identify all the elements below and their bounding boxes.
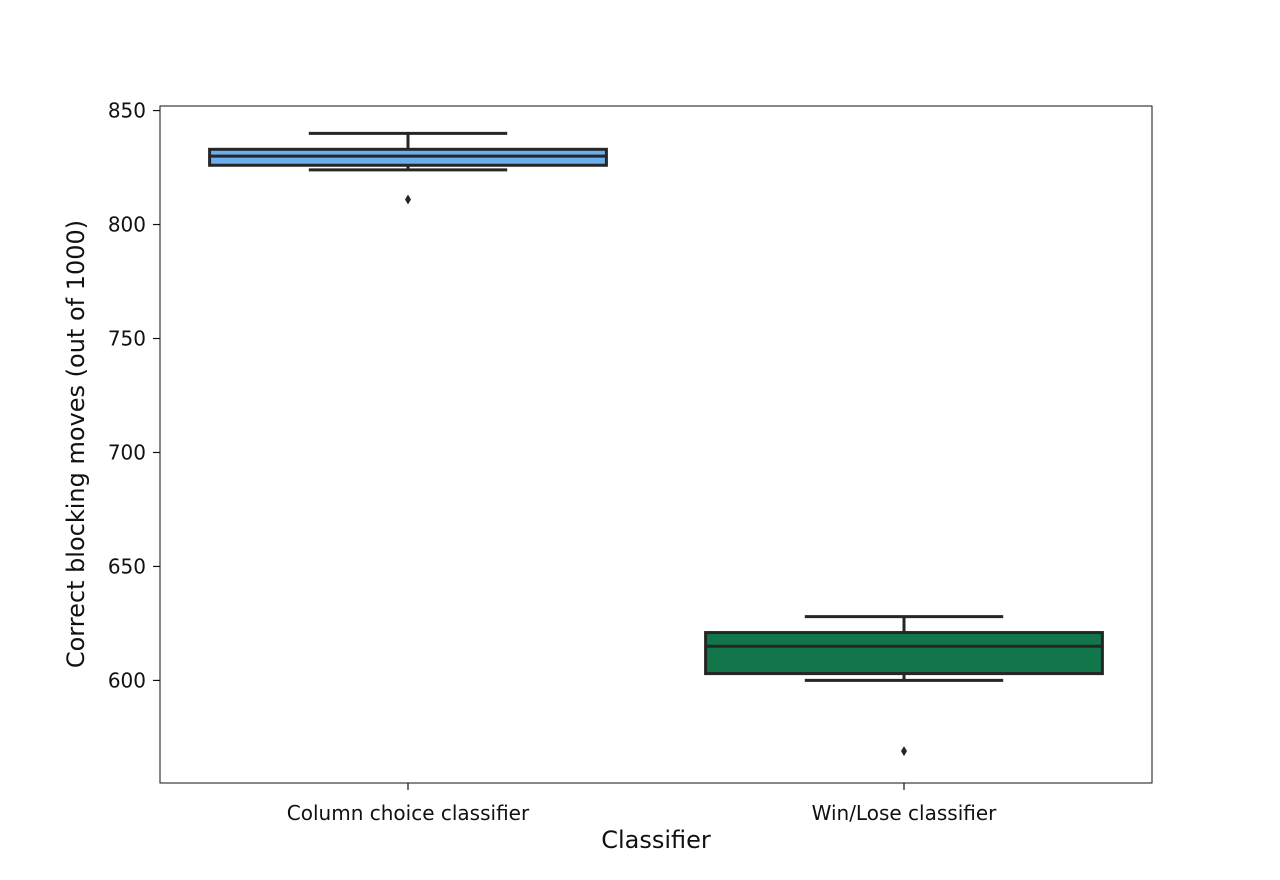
outlier-point-0 xyxy=(901,746,907,757)
x-axis: Column choice classifier Win/Lose classif… xyxy=(287,783,997,825)
outlier-point-0 xyxy=(405,194,411,205)
y-axis-label: Correct blocking moves (out of 1000) xyxy=(62,220,90,668)
box-iqr xyxy=(704,631,1104,676)
x-tick-label-0: Column choice classifier xyxy=(287,801,530,825)
y-tick-label-600: 600 xyxy=(108,668,146,692)
box-group-1 xyxy=(704,615,1104,757)
x-tick-label-1: Win/Lose classifier xyxy=(812,801,998,825)
x-axis-label: Classifier xyxy=(601,826,711,854)
y-tick-label-850: 850 xyxy=(108,99,146,123)
box-group-0 xyxy=(208,131,608,205)
y-tick-label-750: 750 xyxy=(108,327,146,351)
y-tick-label-700: 700 xyxy=(108,440,146,464)
y-tick-label-800: 800 xyxy=(108,213,146,237)
y-axis: 600 650 700 750 800 850 xyxy=(108,99,160,692)
boxes xyxy=(208,131,1104,757)
y-tick-label-650: 650 xyxy=(108,554,146,578)
